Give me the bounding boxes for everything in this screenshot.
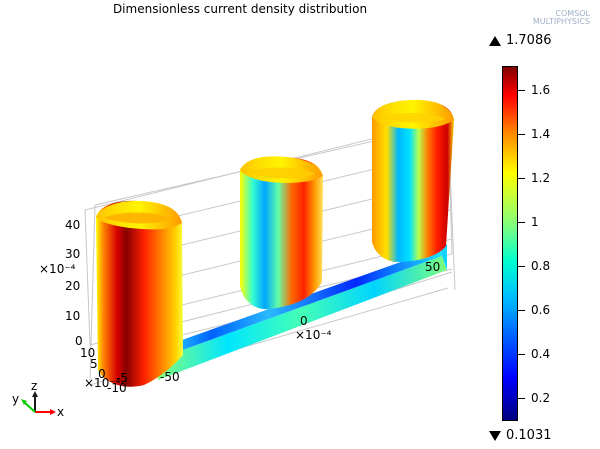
colorbar-tick	[517, 134, 525, 135]
z-tick-label: 30	[65, 247, 80, 261]
colorbar-tick-label: 1.4	[531, 127, 551, 141]
y-tick-label: 0	[98, 367, 106, 381]
z-tick-label: 40	[65, 218, 80, 232]
colorbar-tick-label: 0.4	[531, 347, 551, 361]
z-tick-label: 20	[65, 279, 80, 293]
plot-title: Dimensionless current density distributi…	[112, 2, 368, 16]
colorbar-min: 0.1031	[489, 428, 599, 443]
colorbar-tick	[517, 90, 525, 91]
colorbar-tick	[517, 222, 525, 223]
triad-y-label: y	[12, 392, 19, 406]
base-slab-side	[440, 244, 447, 270]
x-unit-label: ×10⁻⁴	[295, 328, 332, 342]
colorbar-tick-label: 1	[531, 215, 539, 229]
current-density-plot: 40 ×10⁻⁴ 30 20 10 0 10 5 0 ×10⁻⁴ -5 -10 …	[12, 99, 456, 419]
y-tick-label: -10	[107, 381, 127, 395]
colorbar-max-label: 1.7086	[506, 33, 552, 48]
colorbar-min-label: 0.1031	[506, 428, 552, 443]
colorbar-max: 1.7086	[489, 33, 599, 48]
colorbar-tick	[517, 398, 525, 399]
colorbar-tick-label: 0.2	[531, 391, 551, 405]
logo-line-1: COMSOL	[555, 9, 590, 18]
triangle-down-icon	[489, 430, 501, 441]
comsol-logo: COMSOL MULTIPHYSICS	[498, 10, 590, 28]
z-tick-label: 0	[75, 334, 83, 348]
x-tick-label: 0	[300, 314, 308, 328]
x-tick-label: 50	[425, 260, 440, 274]
y-tick-label: -5	[116, 371, 128, 385]
colorbar-tick-label: 1.2	[531, 171, 551, 185]
colorbar-tick-label: 1.6	[531, 83, 551, 97]
logo-line-2: MULTIPHYSICS	[532, 17, 590, 26]
colorbar-tick	[517, 310, 525, 311]
base-slab-front	[155, 256, 447, 380]
z-unit-label: ×10⁻⁴	[39, 262, 76, 276]
right-electrode	[372, 99, 454, 262]
axis-triad: z x y	[12, 379, 64, 419]
y-unit-label: ×10⁻⁴	[84, 376, 121, 390]
colorbar	[502, 66, 518, 421]
z-tick-label: 10	[65, 309, 80, 323]
colorbar-tick	[517, 266, 525, 267]
left-electrode	[96, 200, 183, 387]
y-tick-label: 5	[90, 357, 98, 371]
base-slab-top	[154, 248, 442, 360]
colorbar-tick	[517, 178, 525, 179]
triangle-up-icon	[489, 35, 501, 46]
triad-x-label: x	[57, 405, 64, 419]
middle-electrode	[240, 156, 323, 310]
colorbar-tick-label: 0.6	[531, 303, 551, 317]
triad-z-label: z	[31, 379, 37, 393]
y-tick-label: 10	[80, 346, 95, 360]
x-tick-label: -50	[160, 370, 180, 384]
colorbar-tick-label: 0.8	[531, 259, 551, 273]
colorbar-tick	[517, 354, 525, 355]
